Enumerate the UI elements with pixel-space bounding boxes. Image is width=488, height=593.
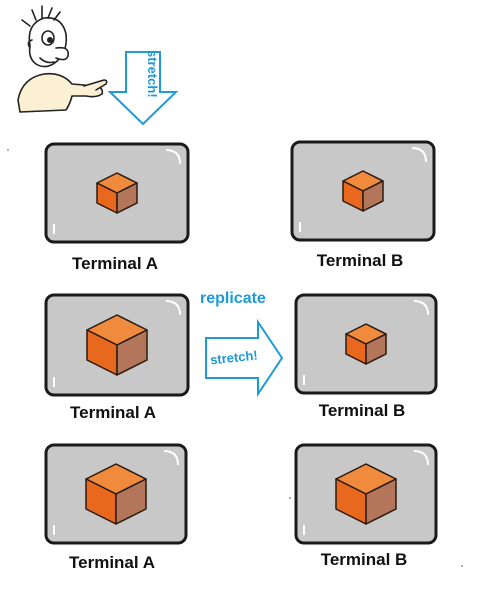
cube-icon bbox=[85, 463, 147, 525]
terminal-b-label: Terminal B bbox=[318, 401, 406, 420]
terminal-a-screen bbox=[44, 293, 190, 397]
cube-icon bbox=[335, 463, 397, 525]
terminal-a-screen bbox=[44, 142, 190, 244]
terminal-b-screen bbox=[294, 293, 438, 395]
stray-dot bbox=[461, 565, 463, 567]
terminal-b-label: Terminal B bbox=[316, 251, 404, 270]
stretch-right-arrow bbox=[205, 318, 284, 398]
terminals-group bbox=[44, 140, 438, 545]
stray-dot bbox=[7, 149, 9, 151]
terminal-a-label: Terminal A bbox=[72, 254, 158, 273]
top-arrow-text: stretch! bbox=[145, 50, 160, 98]
terminal-a-label: Terminal A bbox=[69, 553, 155, 572]
replicate-label: replicate bbox=[200, 290, 266, 307]
cube-icon bbox=[342, 170, 384, 212]
cube-icon bbox=[96, 172, 138, 214]
stray-dot bbox=[289, 497, 291, 499]
terminal-b-screen bbox=[290, 140, 436, 242]
cartoon-person-icon bbox=[17, 5, 108, 113]
terminal-b-screen bbox=[294, 443, 438, 545]
cube-icon bbox=[345, 323, 387, 365]
terminal-a-screen bbox=[44, 443, 188, 545]
cube-icon bbox=[86, 314, 148, 376]
stretch-down-arrow bbox=[107, 51, 179, 126]
terminal-a-label: Terminal A bbox=[70, 403, 156, 422]
terminal-b-label: Terminal B bbox=[320, 550, 408, 569]
